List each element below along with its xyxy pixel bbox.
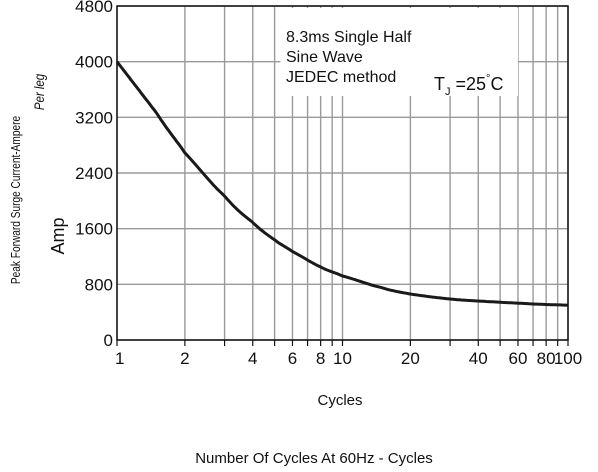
x-tick-label: 1 [115, 349, 124, 368]
y-tick-label: 3200 [75, 108, 113, 127]
tick-marks [116, 340, 569, 346]
data-point [184, 152, 186, 154]
x-tick-label: 10 [333, 349, 352, 368]
temperature-label: TJ =25°C [434, 73, 503, 98]
x-tick-label: 20 [401, 349, 420, 368]
data-point [320, 266, 322, 268]
data-point [517, 302, 519, 304]
y-tick-labels: 0 800 1600 2400 3200 4000 4800 [75, 0, 113, 350]
data-point [116, 61, 118, 63]
annotation-line-2: Sine Wave [286, 49, 363, 66]
y-tick-label: 800 [85, 275, 113, 294]
x-tick-label: 100 [554, 349, 582, 368]
data-point [545, 303, 547, 306]
data-point [156, 112, 158, 114]
data-point [252, 221, 254, 224]
data-point [477, 300, 479, 302]
annotation-line-1: 8.3ms Single Half [286, 29, 412, 46]
x-tick-label: 6 [288, 349, 297, 368]
x-tick-label: 8 [316, 349, 325, 368]
y-tick-label: 1600 [75, 220, 113, 239]
data-point [341, 275, 344, 277]
data-point [291, 251, 294, 253]
y-axis-label: Amp [48, 217, 68, 254]
y-tick-label: 4000 [75, 53, 113, 72]
x-axis-label: Cycles [317, 392, 362, 409]
x-tick-label: 4 [248, 349, 257, 368]
y-tick-label: 2400 [75, 164, 113, 183]
data-point [567, 304, 569, 306]
y-tick-label: 0 [104, 331, 113, 350]
series-layer [115, 60, 569, 307]
x-tick-label: 40 [469, 349, 488, 368]
data-point [223, 195, 226, 197]
chart-caption: Number Of Cycles At 60Hz - Cycles [195, 450, 433, 467]
data-point [449, 298, 451, 300]
y-axis-label-outer: Peak Forward Surge Current-Ampere [9, 116, 23, 284]
y-axis-label-inner: Per leg [31, 74, 47, 110]
data-point [409, 293, 411, 295]
x-tick-label: 2 [180, 349, 189, 368]
annotation-box [280, 8, 518, 96]
annotation-line-3: JEDEC method [286, 69, 396, 86]
x-tick-label: 80 [537, 349, 556, 368]
y-tick-label: 4800 [75, 0, 113, 16]
x-tick-label: 60 [509, 349, 528, 368]
data-point [274, 239, 276, 241]
data-point [381, 287, 383, 289]
